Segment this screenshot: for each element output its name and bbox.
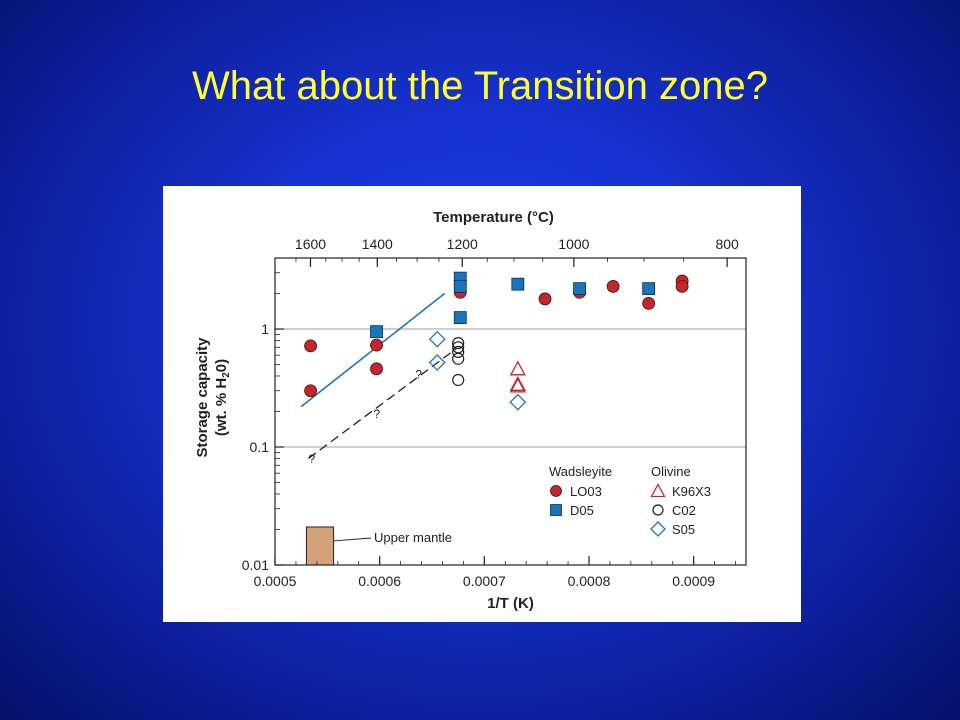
upper-mantle-label: Upper mantle [374,530,452,545]
data-point-k96x3 [509,377,526,393]
dashed-extrapolation-line [308,348,457,459]
y-tick-label: 0.01 [242,557,269,573]
data-point-d05 [642,282,656,296]
top-axis-label: Temperature (°C) [433,209,554,226]
question-mark: ? [415,368,422,382]
question-mark: ? [308,452,315,466]
upper-mantle-box [305,526,335,566]
data-point-d05 [511,277,525,291]
data-point-c02 [452,373,465,387]
data-point-lo03 [304,384,317,398]
slide-title: What about the Transition zone? [192,64,768,108]
top-tick-label: 800 [715,236,739,252]
top-tick-label: 1600 [295,236,326,252]
legend-marker [550,485,562,497]
data-point-s05 [509,393,527,411]
plot-frame [274,257,747,566]
legend-entry-label: S05 [672,522,695,537]
legend-group-title: Wadsleyite [549,464,612,479]
data-point-lo03 [370,362,383,376]
data-point-s05 [428,330,446,348]
legend-marker [650,483,666,498]
top-tick-label: 1000 [558,236,589,252]
legend-entry-label: LO03 [570,484,602,499]
data-point-c02 [452,345,465,359]
data-point-s05 [428,354,446,371]
figure-panel: 0.0005 0.0006 0.0007 0.0008 0.0009 1600 1400 12… [163,186,801,622]
y-axis-label-part: 0) [213,359,230,372]
data-point-d05 [453,279,467,293]
legend-entry-label: K96X3 [672,484,711,499]
legend-marker [652,504,664,516]
y-tick-label: 1 [261,321,269,337]
data-point-lo03 [370,338,383,352]
data-point-k96x3 [509,360,526,376]
data-point-lo03 [606,279,620,293]
legend-entry-label: C02 [672,503,696,518]
top-tick-label: 1200 [447,236,478,252]
y-axis-label-subscript: 2 [221,372,232,378]
x-tick-label: 0.0008 [568,573,611,589]
x-axis-label: 1/T (K) [487,595,534,612]
y-axis-label-line2: (wt. % H20) [213,359,232,436]
top-tick-label: 1400 [362,236,393,252]
data-point-lo03 [675,279,689,293]
legend-marker [550,504,562,516]
data-point-lo03 [642,296,656,310]
x-tick-label: 0.0005 [254,573,297,589]
data-point-c02 [452,336,465,350]
data-point-c02 [452,352,465,365]
data-point-k96x3 [509,375,526,391]
legend-marker [650,521,666,537]
x-tick-label: 0.0007 [463,573,506,589]
x-tick-label: 0.0006 [358,573,401,589]
x-tick-label: 0.0009 [672,573,715,589]
legend-entry-label: D05 [570,503,594,518]
y-axis-label-part: (wt. % H [213,378,230,436]
data-point-d05 [370,325,383,339]
upper-mantle-leader [333,537,372,542]
question-mark: ? [373,407,380,421]
data-point-lo03 [304,339,317,353]
y-tick-label: 0.1 [250,439,270,455]
data-point-d05 [453,311,467,324]
data-point-lo03 [538,292,552,306]
data-point-d05 [573,282,586,296]
y-axis-label-line1: Storage capacity [194,337,211,458]
legend-group-title: Olivine [651,464,691,479]
